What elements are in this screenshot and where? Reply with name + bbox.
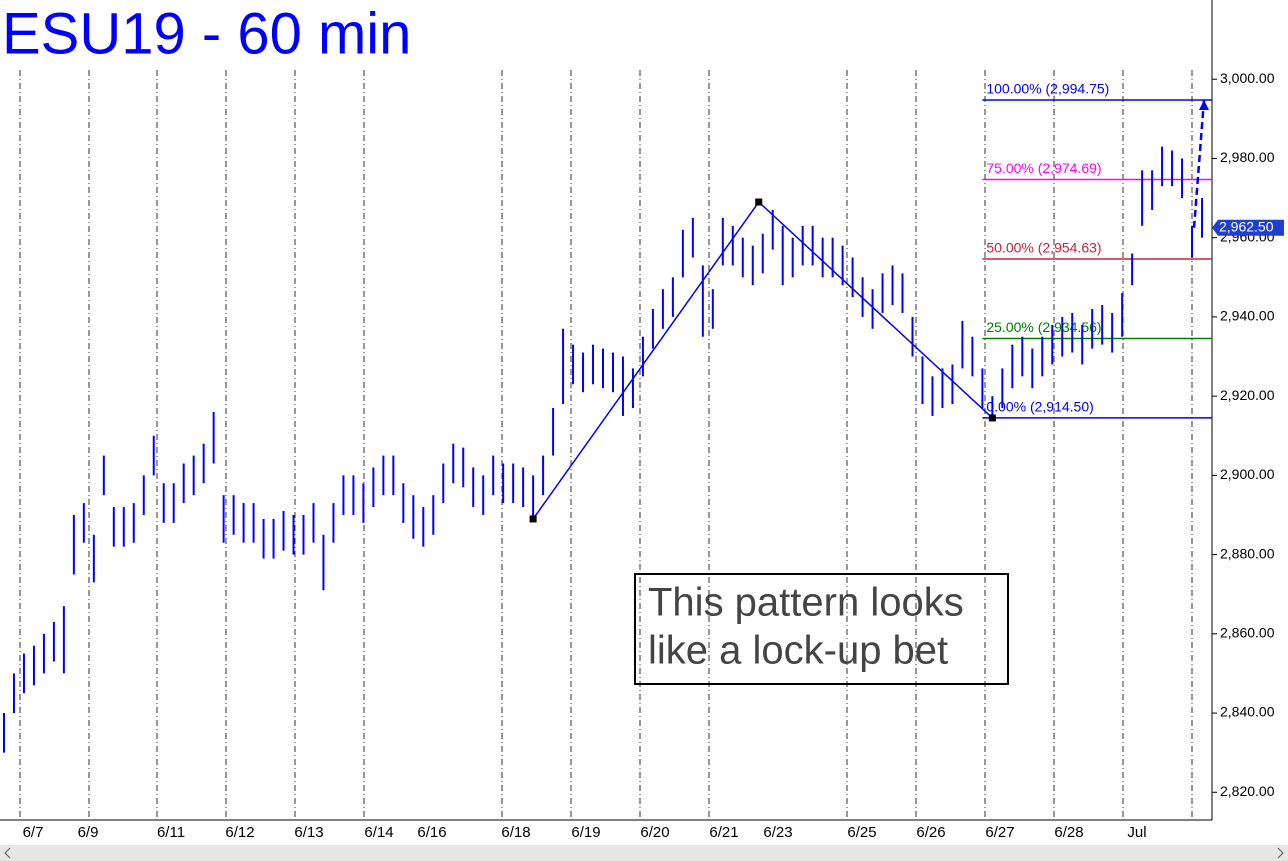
fib-label: 100.00% (2,994.75)	[986, 81, 1109, 97]
fib-label: 0.00% (2,914.50)	[986, 399, 1093, 415]
y-tick-label: 2,860.00	[1220, 625, 1275, 641]
x-tick-label: 6/26	[916, 824, 945, 841]
scroll-right[interactable]	[1277, 847, 1284, 859]
x-tick-label: 6/21	[709, 824, 738, 841]
scroll-left[interactable]	[4, 847, 11, 859]
scrollbar[interactable]	[0, 845, 1288, 861]
y-tick-label: 2,920.00	[1220, 387, 1275, 403]
x-tick-label: 6/13	[294, 824, 323, 841]
x-tick-label: 6/7	[23, 824, 44, 841]
x-tick-label: 6/25	[847, 824, 876, 841]
x-tick-label: 6/9	[78, 824, 99, 841]
fib-label: 50.00% (2,954.63)	[986, 240, 1101, 256]
x-tick-label: 6/16	[417, 824, 446, 841]
last-price-tag	[1212, 219, 1284, 236]
x-tick-label: Jul	[1127, 824, 1146, 841]
pivot-point	[755, 198, 763, 206]
y-tick-label: 2,980.00	[1220, 149, 1275, 165]
pivot-point	[988, 414, 996, 422]
chart-title: ESU19 - 60 min	[2, 1, 411, 66]
y-tick-label: 2,900.00	[1220, 466, 1275, 482]
x-tick-label: 6/14	[364, 824, 393, 841]
x-tick-label: 6/18	[501, 824, 530, 841]
y-tick-label: 2,820.00	[1220, 783, 1275, 799]
last-price-label: 2,962.50	[1219, 218, 1274, 234]
annotation: like a lock-up bet	[648, 629, 948, 673]
annotation-box	[634, 573, 1009, 685]
x-tick-label: 6/20	[640, 824, 669, 841]
y-tick-label: 2,880.00	[1220, 545, 1275, 561]
x-tick-label: 6/12	[225, 824, 254, 841]
x-tick-label: 6/27	[985, 824, 1014, 841]
y-tick-label: 3,000.00	[1220, 70, 1275, 86]
fib-label: 25.00% (2,934.56)	[986, 319, 1101, 335]
y-tick-label: 2,940.00	[1220, 308, 1275, 324]
pivot-point	[529, 515, 537, 523]
fib-label: 75.00% (2,974.69)	[986, 160, 1101, 176]
projection-arrow	[1199, 100, 1210, 111]
x-tick-label: 6/28	[1054, 824, 1083, 841]
x-tick-label: 6/19	[571, 824, 600, 841]
annotation: This pattern looks	[648, 581, 964, 625]
y-tick-label: 2,840.00	[1220, 704, 1275, 720]
x-tick-label: 6/11	[157, 824, 185, 841]
x-tick-label: 6/23	[763, 824, 792, 841]
